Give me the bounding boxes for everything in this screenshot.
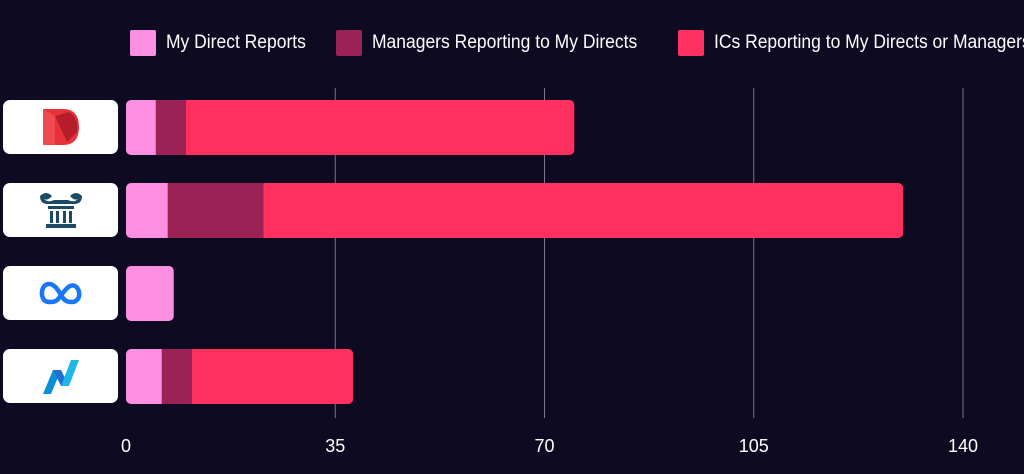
x-tick-label: 35 bbox=[325, 436, 345, 456]
chart-legend: My Direct Reports Managers Reporting to … bbox=[130, 30, 1024, 56]
bar-segment-dropbox-logo-1 bbox=[155, 100, 186, 155]
bar-group-pillar-logo bbox=[126, 183, 904, 238]
bar-segment-pillar-logo-0 bbox=[126, 183, 168, 238]
nasdaq-logo-icon bbox=[42, 360, 79, 394]
bar-segment-dropbox-logo-2 bbox=[185, 100, 575, 155]
legend-item-ics: ICs Reporting to My Directs or Managers bbox=[678, 30, 1024, 56]
x-tick-label: 140 bbox=[948, 436, 978, 456]
legend-label-direct-reports: My Direct Reports bbox=[166, 32, 306, 53]
x-tick-label: 70 bbox=[534, 436, 554, 456]
x-tick-label: 0 bbox=[121, 436, 131, 456]
category-logo-nasdaq bbox=[3, 349, 118, 403]
category-logo-pillar bbox=[3, 183, 118, 237]
bar-segment-nasdaq-logo-2 bbox=[191, 349, 354, 404]
pillar-column-logo-icon bbox=[39, 193, 82, 228]
legend-label-managers: Managers Reporting to My Directs bbox=[372, 32, 638, 53]
bar-segment-meta-logo-0 bbox=[126, 266, 174, 321]
legend-swatch-direct-reports bbox=[130, 30, 156, 56]
bar-group-dropbox-logo bbox=[126, 100, 575, 155]
bar-group-meta-logo bbox=[126, 266, 174, 321]
meta-infinity-logo-icon bbox=[39, 281, 81, 305]
bar-group-nasdaq-logo bbox=[126, 349, 354, 404]
bar-segment-nasdaq-logo-0 bbox=[126, 349, 162, 404]
legend-swatch-managers bbox=[336, 30, 363, 56]
x-axis-ticks: 0 35 70 105 140 bbox=[121, 436, 978, 456]
legend-item-managers: Managers Reporting to My Directs bbox=[336, 30, 660, 56]
legend-label-ics: ICs Reporting to My Directs or Managers bbox=[714, 32, 1024, 53]
bar-segment-pillar-logo-1 bbox=[167, 183, 264, 238]
bar-segment-dropbox-logo-0 bbox=[126, 100, 156, 155]
legend-swatch-ics bbox=[678, 30, 705, 56]
x-tick-label: 105 bbox=[739, 436, 769, 456]
legend-item-direct-reports: My Direct Reports bbox=[130, 30, 318, 56]
category-logo-dropbox bbox=[3, 100, 118, 154]
category-logo-meta bbox=[3, 266, 118, 320]
bars bbox=[126, 100, 904, 404]
dropbox-d-logo-icon bbox=[42, 109, 79, 145]
bar-segment-pillar-logo-2 bbox=[263, 183, 904, 238]
bar-segment-nasdaq-logo-1 bbox=[161, 349, 192, 404]
